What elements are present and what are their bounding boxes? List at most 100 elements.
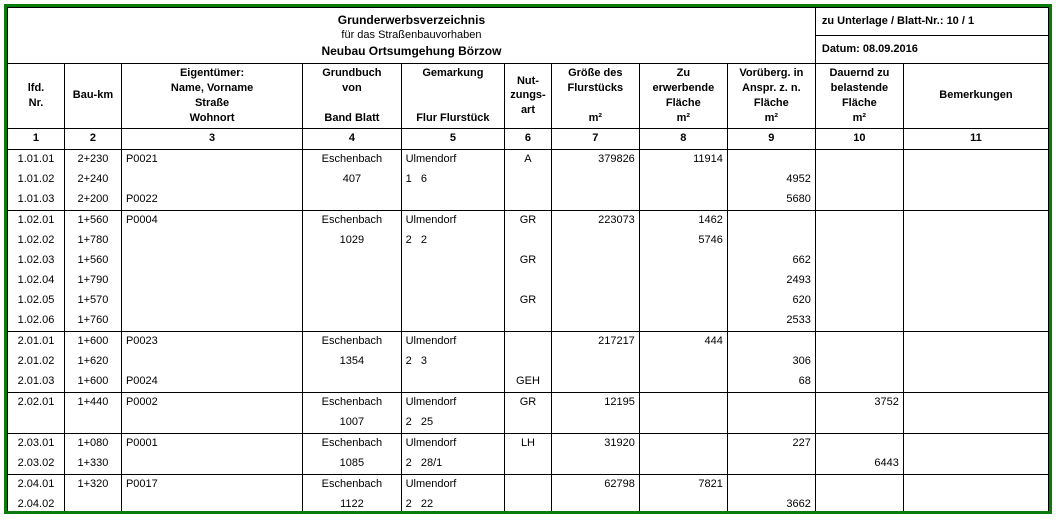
cell-c11 [903, 231, 1048, 251]
cell-c2: 1+320 [64, 474, 121, 495]
col-header-1: lfd.Nr. [8, 64, 65, 128]
table-row: 1.01.032+200P00225680 [8, 190, 1049, 211]
cell-c6 [505, 170, 552, 190]
cell-c7: 31920 [551, 433, 639, 454]
cell-c6: GEH [505, 372, 552, 393]
cell-c9: 5680 [727, 190, 815, 211]
cell-c5: 2 2 [401, 231, 505, 251]
col-number-8: 8 [639, 128, 727, 149]
cell-c1: 2.01.02 [8, 352, 65, 372]
cell-c11 [903, 433, 1048, 454]
table-body: 1.01.012+230P0021EschenbachUlmendorfA379… [8, 149, 1049, 514]
cell-c3: P0023 [121, 331, 302, 352]
cell-c7: 223073 [551, 210, 639, 231]
cell-c11 [903, 392, 1048, 413]
table-row: 2.01.031+600P0024GEH68 [8, 372, 1049, 393]
cell-c3: P0024 [121, 372, 302, 393]
cell-c4 [303, 271, 401, 291]
cell-c7 [551, 271, 639, 291]
cell-c4: 1007 [303, 413, 401, 434]
cell-c10 [815, 291, 903, 311]
cell-c1: 2.03.02 [8, 454, 65, 475]
meta-date-value: 08.09.2016 [863, 43, 918, 55]
col-header-7: Größe desFlurstücks m² [551, 64, 639, 128]
cell-c10 [815, 271, 903, 291]
cell-c10 [815, 474, 903, 495]
cell-c3: P0004 [121, 210, 302, 231]
title-line3: Neubau Ortsumgehung Börzow [12, 43, 811, 59]
cell-c1: 1.02.02 [8, 231, 65, 251]
meta-sheet: zu Unterlage / Blatt-Nr.: 10 / 1 [815, 8, 1048, 36]
cell-c1: 2.01.03 [8, 372, 65, 393]
cell-c7 [551, 352, 639, 372]
col-header-3: Eigentümer:Name, VornameStraßeWohnort [121, 64, 302, 128]
cell-c10 [815, 231, 903, 251]
cell-c10 [815, 433, 903, 454]
cell-c7 [551, 251, 639, 271]
cell-c9: 3662 [727, 495, 815, 514]
cell-c7: 217217 [551, 331, 639, 352]
cell-c7: 62798 [551, 474, 639, 495]
cell-c7 [551, 291, 639, 311]
cell-c6: GR [505, 392, 552, 413]
cell-c10 [815, 210, 903, 231]
cell-c11 [903, 372, 1048, 393]
cell-c4 [303, 251, 401, 271]
cell-c2: 1+080 [64, 433, 121, 454]
table-row: 1.02.031+560GR662 [8, 251, 1049, 271]
cell-c7 [551, 190, 639, 211]
cell-c9: 68 [727, 372, 815, 393]
cell-c1: 1.01.03 [8, 190, 65, 211]
cell-c8 [639, 251, 727, 271]
cell-c6 [505, 231, 552, 251]
cell-c6 [505, 331, 552, 352]
cell-c5 [401, 190, 505, 211]
cell-c4 [303, 311, 401, 332]
cell-c10 [815, 331, 903, 352]
cell-c10 [815, 413, 903, 434]
col-number-6: 6 [505, 128, 552, 149]
meta-sheet-value: 10 / 1 [947, 15, 975, 27]
cell-c9 [727, 392, 815, 413]
cell-c8: 1462 [639, 210, 727, 231]
cell-c9 [727, 454, 815, 475]
cell-c2: 1+330 [64, 454, 121, 475]
cell-c1: 1.02.05 [8, 291, 65, 311]
cell-c3: P0017 [121, 474, 302, 495]
cell-c7: 379826 [551, 149, 639, 170]
cell-c3 [121, 251, 302, 271]
cell-c9: 620 [727, 291, 815, 311]
cell-c6: A [505, 149, 552, 170]
cell-c11 [903, 352, 1048, 372]
cell-c8: 11914 [639, 149, 727, 170]
table-row: 1.02.051+570GR620 [8, 291, 1049, 311]
cell-c7: 12195 [551, 392, 639, 413]
cell-c2: 2+240 [64, 170, 121, 190]
cell-c1: 2.04.01 [8, 474, 65, 495]
table-row: 2.03.021+33010852 28/16443 [8, 454, 1049, 475]
cell-c7 [551, 454, 639, 475]
cell-c9: 2533 [727, 311, 815, 332]
cell-c2: 1+440 [64, 392, 121, 413]
cell-c1: 1.02.03 [8, 251, 65, 271]
title-line2: für das Straßenbauvorhaben [12, 28, 811, 43]
cell-c10 [815, 495, 903, 514]
cell-c10 [815, 149, 903, 170]
col-number-2: 2 [64, 128, 121, 149]
column-headers: lfd.Nr. Bau-km Eigentümer:Name, VornameS… [8, 64, 1049, 128]
cell-c5 [401, 372, 505, 393]
cell-c6 [505, 413, 552, 434]
cell-c1: 2.03.01 [8, 433, 65, 454]
cell-c8 [639, 190, 727, 211]
cell-c11 [903, 210, 1048, 231]
cell-c4: 1354 [303, 352, 401, 372]
cell-c7 [551, 231, 639, 251]
title-block: Grunderwerbsverzeichnis für das Straßenb… [8, 8, 816, 64]
cell-c5: Ulmendorf [401, 210, 505, 231]
cell-c5 [401, 311, 505, 332]
cell-c11 [903, 251, 1048, 271]
cell-c3 [121, 170, 302, 190]
cell-c1: 1.01.02 [8, 170, 65, 190]
cell-c5 [401, 291, 505, 311]
cell-c6 [505, 454, 552, 475]
